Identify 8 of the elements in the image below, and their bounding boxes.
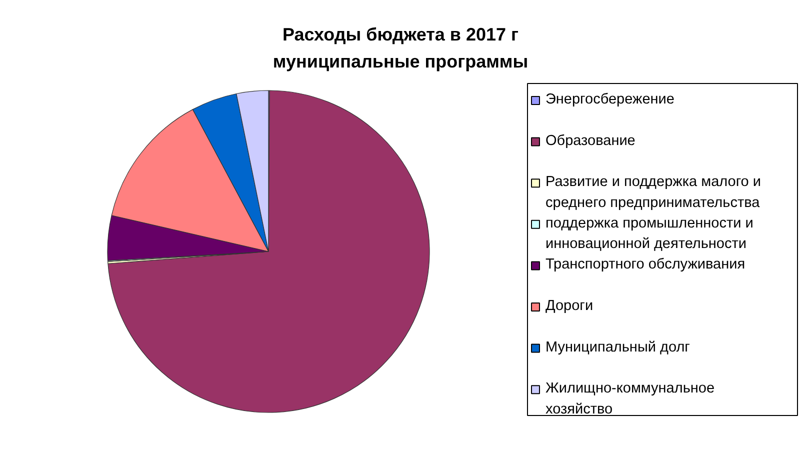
legend-label: Энергосбережение <box>546 92 674 108</box>
legend-label: Дороги <box>546 298 594 314</box>
legend-label: Муниципальный долг <box>546 339 690 356</box>
legend-label: Жилищно-коммунальное хозяйство <box>546 380 715 418</box>
legend-label: Образование <box>546 132 636 149</box>
legend-label: Транспортного обслуживания <box>546 256 746 273</box>
legend-label: поддержка промышленности и инновационной деятельности <box>546 215 754 252</box>
chart-title: Расходы бюджета в 2017 г муниципальные программы <box>272 24 528 72</box>
